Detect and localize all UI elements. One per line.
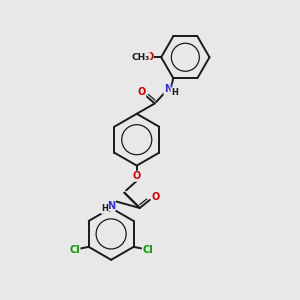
Text: H: H bbox=[101, 204, 108, 213]
Text: CH₃: CH₃ bbox=[131, 53, 150, 62]
Text: H: H bbox=[171, 88, 178, 97]
Text: O: O bbox=[138, 87, 146, 97]
Text: N: N bbox=[107, 201, 115, 211]
Text: Cl: Cl bbox=[142, 245, 153, 255]
Text: O: O bbox=[145, 52, 154, 62]
Text: O: O bbox=[133, 171, 141, 181]
Text: Cl: Cl bbox=[69, 245, 80, 255]
Text: O: O bbox=[151, 192, 159, 202]
Text: N: N bbox=[164, 84, 172, 94]
